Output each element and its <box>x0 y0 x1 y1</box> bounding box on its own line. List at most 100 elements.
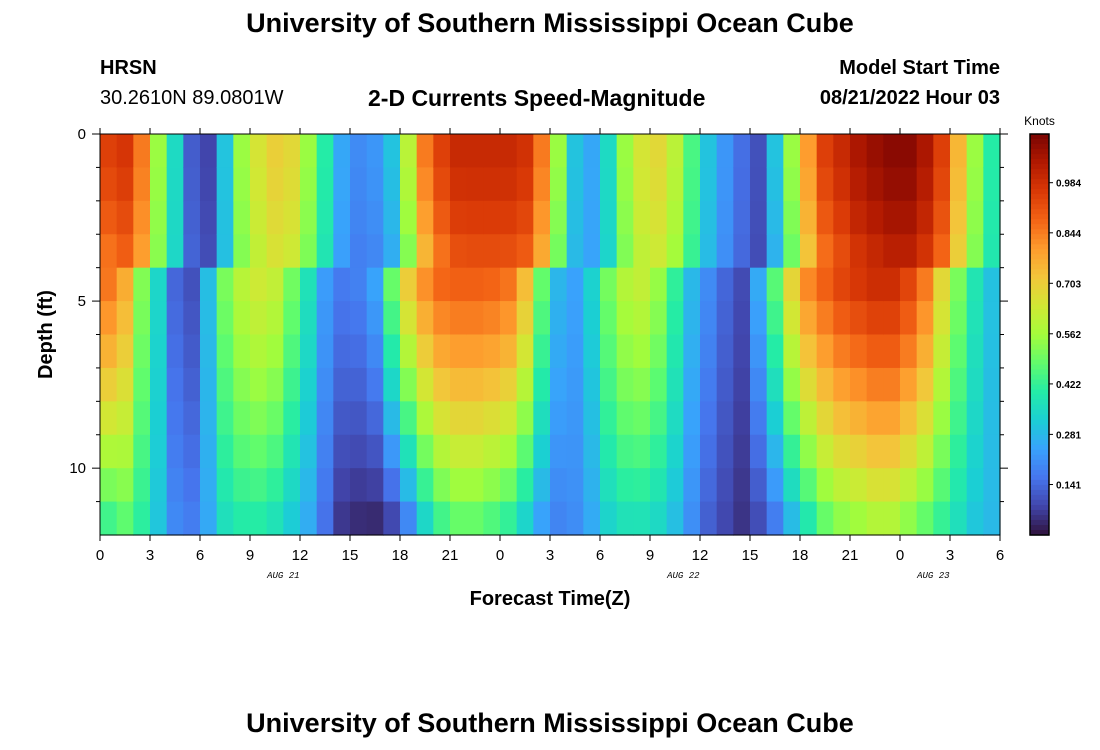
colorbar-swatch <box>1030 464 1049 471</box>
heat-cell <box>683 401 701 436</box>
heat-cell <box>216 334 234 369</box>
colorbar-swatch <box>1030 379 1049 386</box>
heat-cell <box>783 267 801 302</box>
heat-cell <box>333 501 351 536</box>
heat-cell <box>483 134 501 169</box>
colorbar-swatch <box>1030 329 1049 336</box>
heat-cell <box>433 468 451 503</box>
heat-cell <box>783 468 801 503</box>
heat-cell <box>250 367 268 402</box>
heat-cell <box>300 401 318 436</box>
heat-cell <box>150 367 168 402</box>
heat-cell <box>750 301 768 336</box>
heat-cell <box>483 301 501 336</box>
heat-cell <box>783 200 801 235</box>
heat-cell <box>283 334 301 369</box>
heat-cell <box>350 167 368 202</box>
heat-cell <box>100 200 118 235</box>
heat-cell <box>416 267 434 302</box>
heat-cell <box>466 267 484 302</box>
heat-cell <box>916 334 934 369</box>
heat-cell <box>850 301 868 336</box>
heat-cell <box>450 134 468 169</box>
heat-cell <box>516 468 534 503</box>
heat-cell <box>233 234 251 269</box>
heat-cell <box>983 468 1001 503</box>
heat-cell <box>550 234 568 269</box>
heat-cell <box>366 501 384 536</box>
heat-cell <box>366 167 384 202</box>
heat-cell <box>566 200 584 235</box>
heat-cell <box>866 234 884 269</box>
heat-cell <box>583 301 601 336</box>
heat-cell <box>733 234 751 269</box>
heat-cell <box>133 468 151 503</box>
heat-cell <box>666 267 684 302</box>
heat-cell <box>683 167 701 202</box>
heat-cell <box>583 367 601 402</box>
heat-cell <box>266 434 284 469</box>
heat-cell <box>116 234 134 269</box>
colorbar-swatch <box>1030 314 1049 321</box>
colorbar-swatch <box>1030 424 1049 431</box>
heat-cell <box>250 501 268 536</box>
heat-cell <box>400 234 418 269</box>
colorbar-swatch <box>1030 204 1049 210</box>
heat-cell <box>516 334 534 369</box>
heat-cell <box>916 434 934 469</box>
heat-cell <box>950 234 968 269</box>
heat-cell <box>233 367 251 402</box>
heat-cell <box>633 434 651 469</box>
heat-cell <box>650 267 668 302</box>
heat-cell <box>316 301 334 336</box>
heat-cell <box>316 367 334 402</box>
heat-cell <box>933 367 951 402</box>
heat-cell <box>450 200 468 235</box>
heat-cell <box>566 434 584 469</box>
heat-cell <box>666 134 684 169</box>
heat-cell <box>866 200 884 235</box>
heat-cell <box>200 234 218 269</box>
heat-cell <box>266 301 284 336</box>
heat-cell <box>750 401 768 436</box>
heat-cell <box>166 501 184 536</box>
heat-cell <box>333 401 351 436</box>
heat-cell <box>416 501 434 536</box>
heat-cell <box>450 401 468 436</box>
heat-cell <box>333 434 351 469</box>
colorbar-tick-label: 0.281 <box>1056 430 1081 441</box>
heat-cell <box>366 367 384 402</box>
heat-cell <box>633 468 651 503</box>
heat-cell <box>150 301 168 336</box>
heat-cell <box>600 301 618 336</box>
heat-cell <box>716 134 734 169</box>
heat-cell <box>250 301 268 336</box>
heat-cell <box>633 301 651 336</box>
heat-cell <box>666 200 684 235</box>
heat-cell <box>500 501 518 536</box>
heat-cell <box>866 334 884 369</box>
heat-cell <box>783 234 801 269</box>
heat-cell <box>366 401 384 436</box>
x-tick-label: 0 <box>896 547 904 564</box>
heat-cell <box>966 468 984 503</box>
heat-cell <box>933 501 951 536</box>
heat-cell <box>983 301 1001 336</box>
heat-cell <box>916 501 934 536</box>
heat-cell <box>716 367 734 402</box>
heat-cell <box>283 434 301 469</box>
heat-cell <box>883 401 901 436</box>
heat-cell <box>850 267 868 302</box>
heat-cell <box>283 401 301 436</box>
heat-cell <box>716 200 734 235</box>
heat-cell <box>750 234 768 269</box>
heat-cell <box>666 468 684 503</box>
heat-cell <box>850 234 868 269</box>
heat-cell <box>150 468 168 503</box>
heat-cell <box>666 434 684 469</box>
heat-cell <box>733 367 751 402</box>
heat-cell <box>616 134 634 169</box>
heat-cell <box>566 234 584 269</box>
heat-cell <box>666 334 684 369</box>
heat-cell <box>866 167 884 202</box>
